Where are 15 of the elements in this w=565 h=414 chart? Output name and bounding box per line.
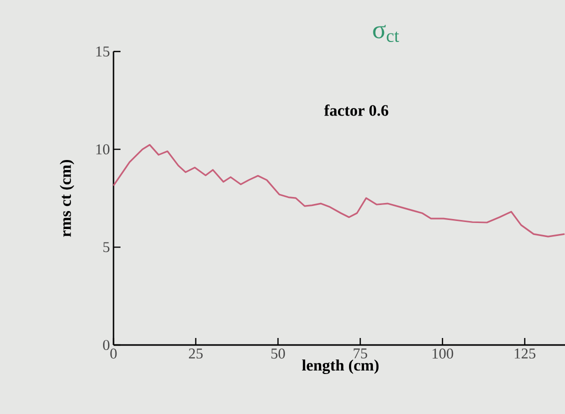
annotation: factor 0.6 (324, 104, 388, 116)
y-tick-label: 5 (103, 242, 110, 252)
x-tick-label: 125 (514, 348, 536, 359)
chart-title: σ$_{ct}$ (373, 24, 400, 42)
x-tick-label: 0 (110, 348, 117, 359)
x-tick-label: 50 (271, 348, 285, 359)
x-tick-label: 100 (432, 348, 454, 359)
x-tick-label: 25 (188, 348, 203, 359)
x-axis-title: length (cm) (302, 359, 379, 374)
y-axis-title: rms ct (cm) (60, 160, 74, 237)
y-tick-label: 10 (96, 144, 110, 154)
y-tick-label: 0 (103, 340, 110, 350)
x-tick-label: 75 (354, 348, 368, 358)
y-tick-label: 15 (96, 46, 110, 56)
line-series (112, 144, 565, 238)
